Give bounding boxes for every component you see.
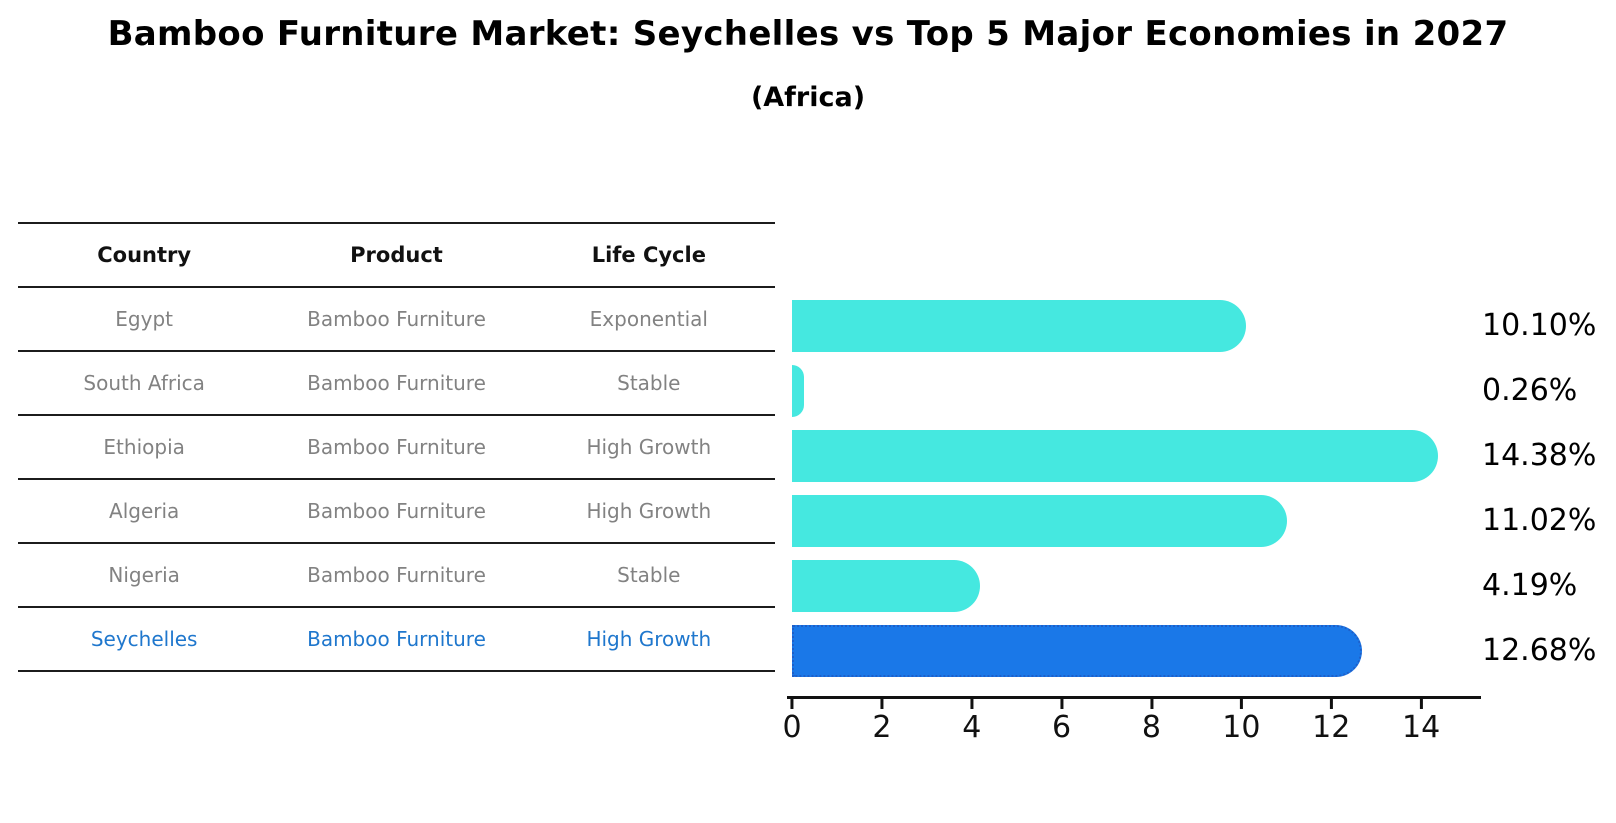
country-table: Country Product Life Cycle Egypt Bamboo … (18, 222, 775, 672)
value-label-ethiopia: 14.38% (1482, 438, 1597, 473)
product-cell: Bamboo Furniture (307, 563, 486, 587)
x-axis-tick-mark (1239, 699, 1243, 709)
value-label-seychelles: 12.68% (1482, 633, 1597, 668)
product-cell: Bamboo Furniture (307, 627, 486, 651)
x-axis-tick: 0 (782, 699, 802, 745)
bar-nigeria (792, 559, 981, 612)
value-labels-column: 10.10% 0.26% 14.38% 11.02% 4.19% 12.68% (1482, 293, 1612, 683)
chart-subtitle: (Africa) (750, 82, 866, 113)
life-cycle-cell: Stable (617, 371, 681, 395)
x-axis-tick: 4 (962, 699, 981, 743)
x-axis-tick: 12 (1312, 699, 1350, 743)
bar-south-africa (792, 364, 804, 417)
column-header-product: Product (350, 243, 443, 267)
column-header-country: Country (97, 243, 192, 267)
x-axis-tick: 2 (872, 699, 891, 743)
x-axis: 0 2 4 6 8 10 12 14 (782, 696, 1481, 746)
x-axis-tick-mark (1419, 699, 1423, 709)
x-axis-tick-label: 10 (1222, 710, 1261, 745)
life-cycle-cell: High Growth (586, 627, 712, 651)
bar-row (792, 488, 1475, 553)
bar-chart (792, 293, 1475, 683)
value-label-nigeria: 4.19% (1482, 568, 1578, 603)
country-cell: Algeria (109, 499, 180, 523)
x-axis-tick: 8 (1142, 699, 1161, 743)
bar-row (792, 618, 1475, 683)
x-axis-tick: 14 (1402, 699, 1440, 743)
life-cycle-cell: Stable (617, 563, 681, 587)
x-axis-tick-mark (880, 699, 884, 709)
x-axis-tick-label: 4 (962, 710, 982, 745)
value-label-egypt: 10.10% (1482, 308, 1597, 343)
table-row-egypt: Egypt Bamboo Furniture Exponential (18, 288, 775, 352)
x-axis-tick-label: 6 (1052, 710, 1072, 745)
x-axis-tick: 6 (1052, 699, 1071, 743)
bar-seychelles-highlighted (792, 624, 1362, 677)
bar-row (792, 358, 1475, 423)
country-cell: Egypt (115, 307, 174, 331)
x-axis-tick-mark (970, 699, 974, 709)
x-axis-tick: 10 (1222, 699, 1260, 743)
table-header-row: Country Product Life Cycle (18, 222, 775, 288)
bar-egypt (792, 299, 1246, 352)
life-cycle-cell: Exponential (589, 307, 708, 331)
value-label-algeria: 11.02% (1482, 503, 1597, 538)
x-axis-tick-mark (1329, 699, 1333, 709)
country-cell: Seychelles (90, 627, 198, 651)
table-row-seychelles: Seychelles Bamboo Furniture High Growth (18, 608, 775, 672)
life-cycle-cell: High Growth (586, 499, 712, 523)
column-header-life-cycle: Life Cycle (591, 243, 706, 267)
x-axis-tick-mark (790, 699, 794, 709)
bar-row (792, 553, 1475, 618)
country-cell: South Africa (83, 371, 205, 395)
table-row-ethiopia: Ethiopia Bamboo Furniture High Growth (18, 416, 775, 480)
product-cell: Bamboo Furniture (307, 435, 486, 459)
bar-ethiopia (792, 429, 1439, 482)
x-axis-tick-mark (1149, 699, 1153, 709)
table-row-algeria: Algeria Bamboo Furniture High Growth (18, 480, 775, 544)
x-axis-tick-label: 2 (872, 710, 892, 745)
bar-algeria (792, 494, 1288, 547)
table-row-south-africa: South Africa Bamboo Furniture Stable (18, 352, 775, 416)
value-label-south-africa: 0.26% (1482, 373, 1578, 408)
product-cell: Bamboo Furniture (307, 371, 486, 395)
x-axis-tick-label: 8 (1141, 710, 1162, 745)
product-cell: Bamboo Furniture (307, 499, 486, 523)
x-axis-tick-label: 14 (1401, 710, 1441, 745)
x-axis-tick-mark (1060, 699, 1064, 709)
x-axis-tick-label: 12 (1312, 710, 1351, 745)
chart-title: Bamboo Furniture Market: Seychelles vs T… (107, 14, 1509, 54)
life-cycle-cell: High Growth (586, 435, 712, 459)
table-row-nigeria: Nigeria Bamboo Furniture Stable (18, 544, 775, 608)
bar-row (792, 293, 1475, 358)
product-cell: Bamboo Furniture (307, 307, 486, 331)
bar-row (792, 423, 1475, 488)
x-axis-tick-label: 0 (782, 710, 802, 745)
country-cell: Nigeria (108, 563, 180, 587)
country-cell: Ethiopia (103, 435, 185, 459)
x-axis-line (787, 696, 1481, 699)
